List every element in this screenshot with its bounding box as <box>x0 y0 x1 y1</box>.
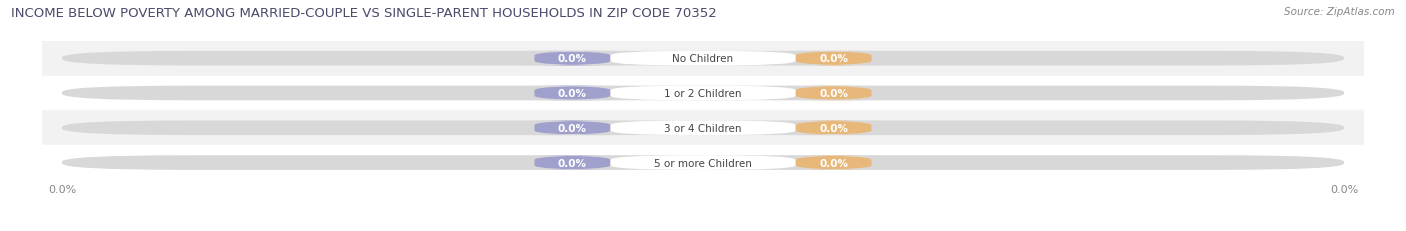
FancyBboxPatch shape <box>610 52 796 66</box>
Bar <box>42 146 1364 180</box>
Text: 0.0%: 0.0% <box>820 123 848 133</box>
Text: 0.0%: 0.0% <box>820 54 848 64</box>
Text: Source: ZipAtlas.com: Source: ZipAtlas.com <box>1284 7 1395 17</box>
FancyBboxPatch shape <box>524 156 620 170</box>
FancyBboxPatch shape <box>62 121 1344 135</box>
Text: No Children: No Children <box>672 54 734 64</box>
FancyBboxPatch shape <box>786 52 882 66</box>
FancyBboxPatch shape <box>62 52 1344 66</box>
FancyBboxPatch shape <box>786 86 882 101</box>
FancyBboxPatch shape <box>610 156 796 170</box>
FancyBboxPatch shape <box>524 86 620 101</box>
Text: 0.0%: 0.0% <box>820 158 848 168</box>
Text: 3 or 4 Children: 3 or 4 Children <box>664 123 742 133</box>
FancyBboxPatch shape <box>62 86 1344 101</box>
FancyBboxPatch shape <box>524 52 620 66</box>
FancyBboxPatch shape <box>610 86 796 101</box>
FancyBboxPatch shape <box>786 156 882 170</box>
FancyBboxPatch shape <box>62 156 1344 170</box>
Text: 0.0%: 0.0% <box>820 88 848 99</box>
Text: 0.0%: 0.0% <box>558 123 586 133</box>
FancyBboxPatch shape <box>786 121 882 135</box>
Text: INCOME BELOW POVERTY AMONG MARRIED-COUPLE VS SINGLE-PARENT HOUSEHOLDS IN ZIP COD: INCOME BELOW POVERTY AMONG MARRIED-COUPL… <box>11 7 717 20</box>
Text: 0.0%: 0.0% <box>558 54 586 64</box>
Bar <box>42 76 1364 111</box>
Text: 0.0%: 0.0% <box>558 158 586 168</box>
FancyBboxPatch shape <box>610 121 796 135</box>
Bar <box>42 42 1364 76</box>
Bar <box>42 111 1364 146</box>
Text: 5 or more Children: 5 or more Children <box>654 158 752 168</box>
Text: 1 or 2 Children: 1 or 2 Children <box>664 88 742 99</box>
FancyBboxPatch shape <box>524 121 620 135</box>
Text: 0.0%: 0.0% <box>558 88 586 99</box>
